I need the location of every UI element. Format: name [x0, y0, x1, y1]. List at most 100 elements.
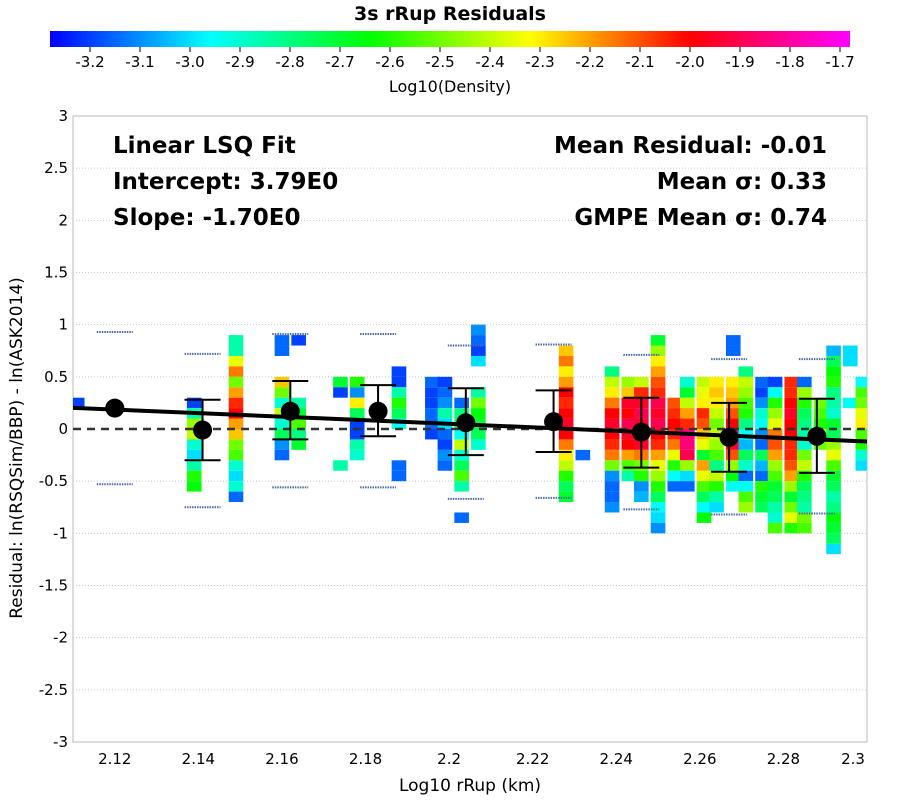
density-cell — [797, 429, 812, 440]
density-cell — [784, 408, 800, 419]
density-cell — [767, 460, 783, 471]
density-cell — [575, 449, 591, 461]
density-cell — [454, 439, 469, 450]
density-cell — [650, 335, 666, 346]
density-cell — [228, 376, 244, 388]
density-cell — [696, 418, 712, 429]
density-cell — [767, 470, 783, 482]
colorbar-tick-label: -2.7 — [325, 53, 354, 71]
density-cell — [784, 502, 800, 513]
density-cell — [349, 439, 365, 450]
colorbar-tick-label: -2.0 — [675, 53, 704, 71]
density-cell — [471, 355, 486, 367]
y-tick-label: -3 — [53, 733, 68, 751]
binned-mean-point — [719, 427, 739, 447]
density-cell — [767, 429, 783, 440]
density-cell — [634, 491, 649, 503]
density-cell — [228, 355, 244, 367]
density-cell — [437, 387, 453, 398]
density-cell — [738, 418, 754, 429]
density-cell — [621, 418, 637, 429]
density-cell — [186, 470, 202, 482]
density-cell — [425, 429, 440, 440]
binned-mean-point — [193, 420, 213, 440]
intercept-annotation: Intercept: 3.79E0 — [113, 169, 338, 195]
density-cell — [797, 460, 812, 471]
density-cell — [725, 481, 741, 492]
density-cell — [696, 470, 712, 482]
density-cell — [709, 439, 724, 450]
density-cell — [228, 429, 244, 440]
density-cell — [767, 449, 783, 461]
density-cell — [650, 366, 666, 377]
density-cell — [784, 449, 800, 461]
density-cell — [709, 376, 724, 388]
density-cell — [650, 502, 666, 513]
density-cell — [767, 376, 783, 388]
y-tick-label: 2 — [58, 211, 68, 229]
density-cell — [797, 491, 812, 503]
density-cell — [650, 470, 666, 482]
density-cell — [391, 470, 407, 482]
density-cell — [813, 418, 829, 429]
density-cell — [437, 397, 453, 409]
colorbar-tick-label: -2.1 — [625, 53, 654, 71]
density-cell — [604, 470, 620, 482]
density-cell — [454, 397, 469, 409]
density-cell — [855, 408, 867, 419]
colorbar-tick-label: -3.0 — [175, 53, 204, 71]
density-cell — [755, 439, 770, 450]
binned-mean-point — [544, 412, 564, 432]
x-tick-label: 2.16 — [265, 750, 298, 768]
density-cell — [725, 418, 741, 429]
density-cell — [621, 439, 637, 450]
y-tick-label: -2 — [53, 629, 68, 647]
binned-mean-point — [456, 413, 476, 433]
density-cell — [349, 418, 365, 429]
x-tick-label: 2.28 — [767, 750, 800, 768]
density-cell — [709, 408, 724, 419]
density-cell — [274, 429, 290, 440]
binned-mean-point — [807, 426, 827, 446]
density-cell — [621, 470, 637, 482]
density-cell — [650, 512, 666, 523]
density-cell — [604, 439, 620, 450]
colorbar-tick-label: -2.9 — [225, 53, 254, 71]
colorbar-tick-label: -2.3 — [525, 53, 554, 71]
density-cell — [755, 491, 770, 503]
density-cell — [797, 408, 812, 419]
binned-mean-point — [631, 422, 651, 442]
density-cell — [755, 408, 770, 419]
density-cell — [696, 512, 712, 523]
density-cell — [755, 481, 770, 492]
density-cell — [558, 387, 574, 398]
colorbar-tick-label: -2.2 — [575, 53, 604, 71]
density-cell — [228, 449, 244, 461]
density-cell — [471, 335, 486, 346]
gmpe-sigma-annotation: GMPE Mean σ: 0.74 — [574, 205, 827, 231]
density-cell — [767, 439, 783, 450]
density-cell — [784, 418, 800, 429]
colorbar-tick-label: -1.9 — [725, 53, 754, 71]
density-cell — [826, 355, 841, 367]
density-cell — [797, 387, 812, 398]
density-cell — [604, 429, 620, 440]
density-cell — [797, 439, 812, 450]
y-tick-labels: 3 2.5 2 1.5 1 0.5 0 -0.5 -1 -1.5 -2 -2.5 -3 — [39, 107, 68, 751]
density-cell — [437, 449, 453, 461]
density-cell — [186, 418, 202, 429]
density-cell — [454, 429, 469, 440]
density-cell — [767, 522, 783, 534]
density-cell — [558, 470, 574, 482]
density-cell — [604, 408, 620, 419]
density-cell — [228, 418, 244, 429]
density-cell — [738, 439, 754, 450]
density-cell — [274, 376, 290, 388]
density-cell — [755, 397, 770, 409]
density-cell — [558, 460, 574, 471]
density-cell — [333, 460, 348, 471]
density-cell — [696, 397, 712, 409]
density-cell — [558, 345, 574, 356]
density-cell — [826, 408, 841, 419]
